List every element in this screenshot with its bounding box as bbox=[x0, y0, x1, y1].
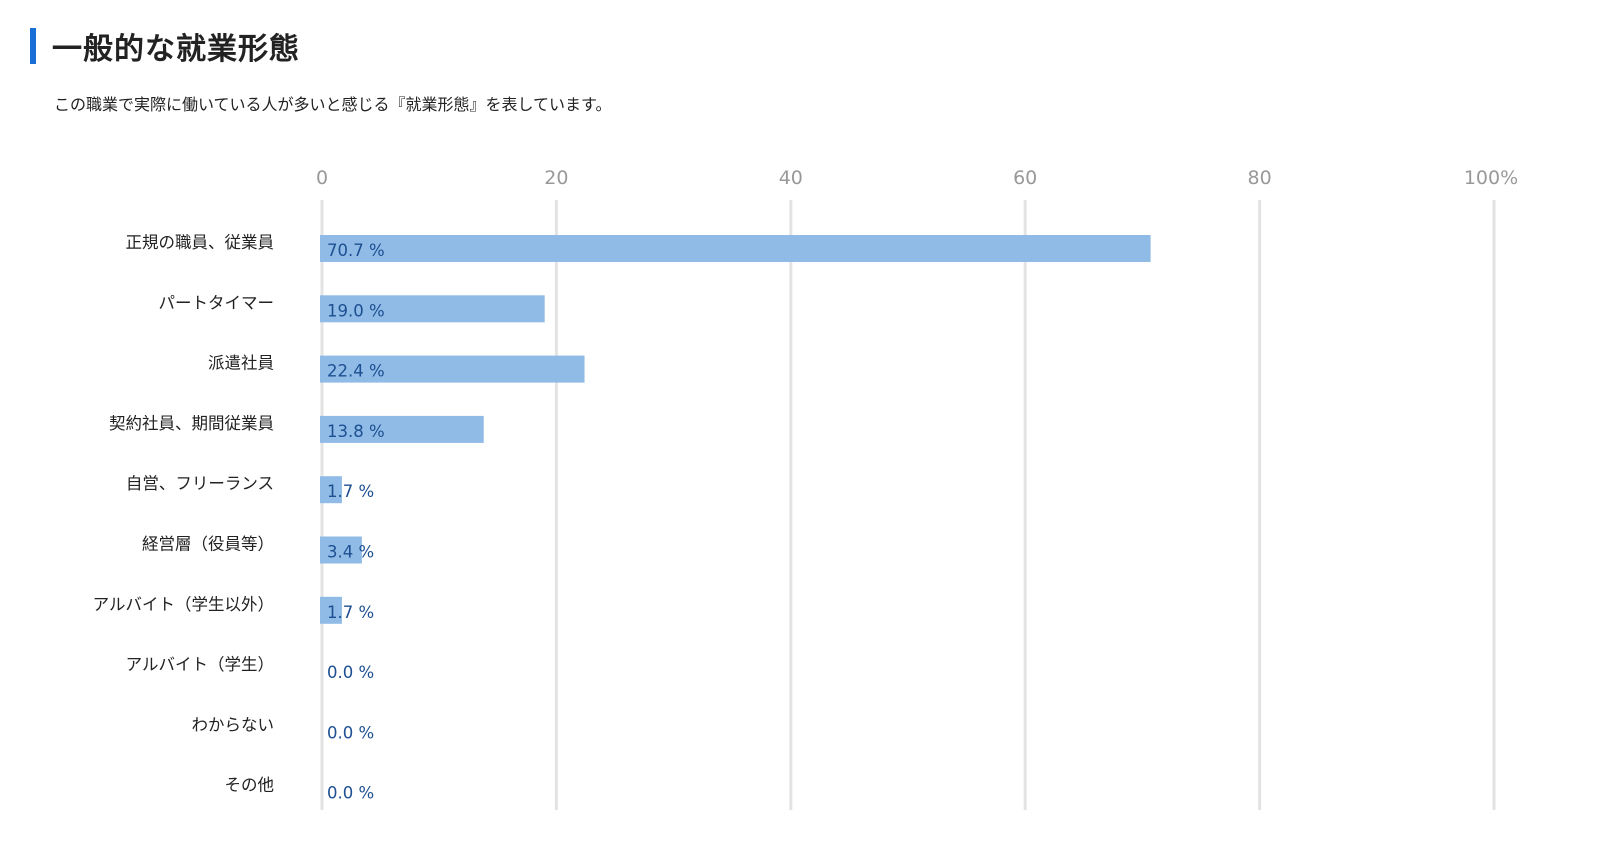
bar bbox=[320, 355, 585, 383]
data-label: 0.0 % bbox=[327, 723, 374, 742]
category-label: アルバイト（学生以外） bbox=[93, 595, 274, 614]
data-label: 70.7 % bbox=[327, 241, 385, 260]
x-tick-label: 100% bbox=[1464, 167, 1518, 189]
category-label: 正規の職員、従業員 bbox=[126, 233, 275, 252]
data-label: 0.0 % bbox=[327, 784, 374, 803]
bar bbox=[320, 235, 1151, 262]
data-label: 22.4 % bbox=[327, 362, 385, 381]
category-label: 契約社員、期間従業員 bbox=[109, 414, 274, 433]
title-accent-bar bbox=[30, 28, 36, 64]
data-label: 13.8 % bbox=[327, 422, 385, 441]
x-tick-label: 40 bbox=[779, 167, 803, 189]
category-label: 派遣社員 bbox=[208, 354, 274, 373]
data-label: 19.0 % bbox=[327, 301, 385, 320]
x-tick-label: 60 bbox=[1013, 167, 1037, 189]
bar bbox=[320, 536, 362, 564]
data-label: 1.7 % bbox=[327, 482, 374, 501]
category-label: アルバイト（学生） bbox=[126, 655, 274, 674]
data-label: 1.7 % bbox=[327, 603, 374, 622]
page-description: この職業で実際に働いている人が多いと感じる『就業形態』を表しています。 bbox=[54, 95, 612, 114]
category-label: パートタイマー bbox=[159, 293, 275, 312]
category-label: わからない bbox=[192, 715, 275, 734]
x-tick-label: 20 bbox=[544, 167, 568, 189]
bar bbox=[320, 596, 342, 624]
section-title: 一般的な就業形態 bbox=[30, 28, 300, 67]
data-label: 0.0 % bbox=[327, 663, 374, 682]
x-tick-label: 0 bbox=[316, 167, 328, 189]
category-label: 経営層（役員等） bbox=[142, 535, 274, 554]
bar bbox=[320, 476, 342, 504]
category-label: 自営、フリーランス bbox=[126, 474, 274, 493]
bar bbox=[320, 415, 484, 443]
bar bbox=[320, 295, 545, 323]
data-label: 3.4 % bbox=[327, 543, 374, 562]
page-title: 一般的な就業形態 bbox=[52, 32, 300, 67]
x-tick-label: 80 bbox=[1248, 167, 1272, 189]
category-label: その他 bbox=[225, 776, 275, 795]
